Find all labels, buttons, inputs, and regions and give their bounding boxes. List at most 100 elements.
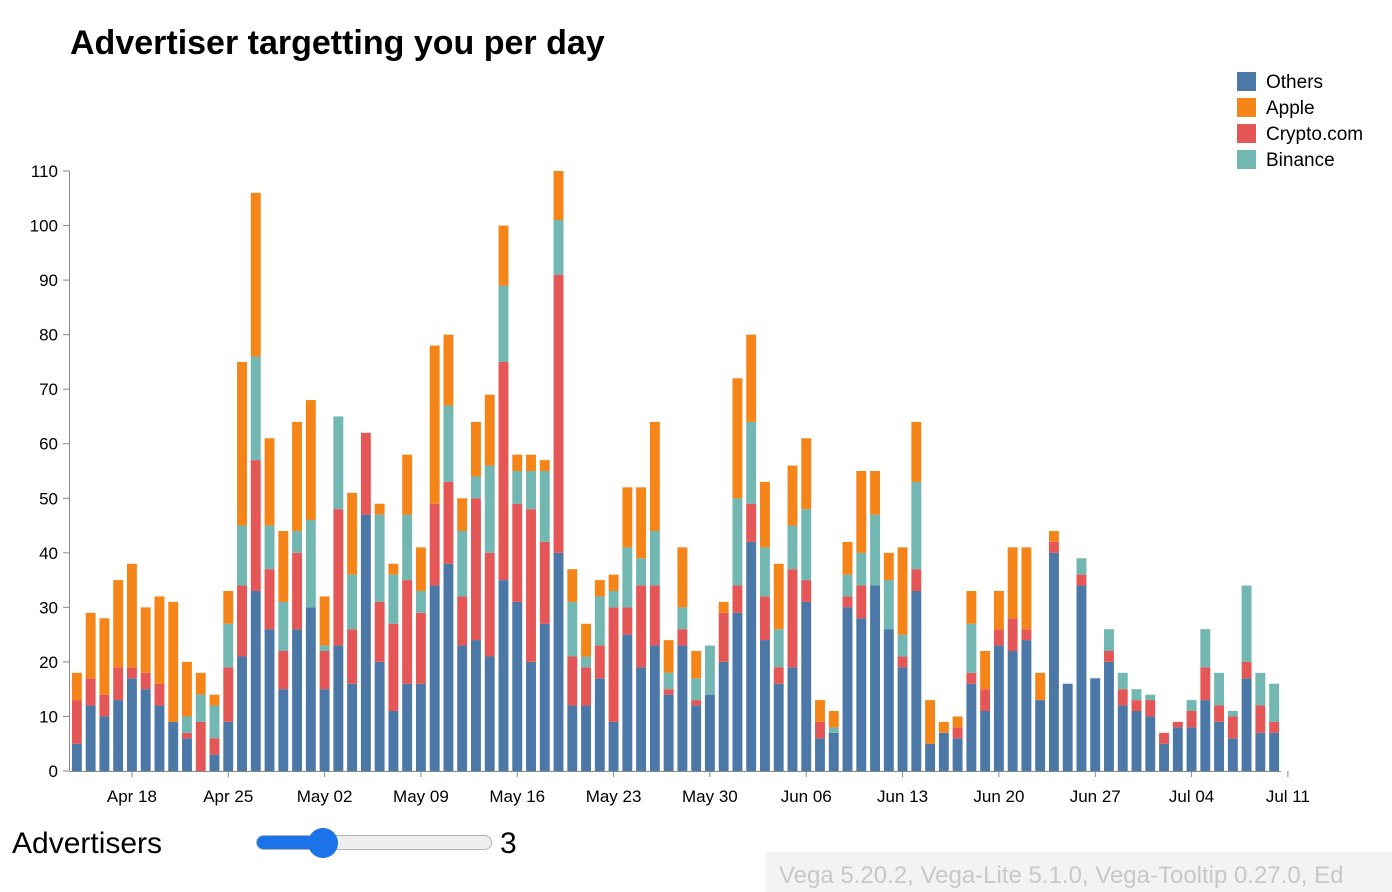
bar-segment	[691, 651, 702, 679]
bar-segment	[429, 345, 440, 504]
bar-segment	[938, 721, 949, 733]
bar-segment	[801, 580, 812, 602]
bar-segment	[663, 689, 674, 695]
advertisers-control: Advertisers 3	[12, 822, 517, 866]
bar-segment	[126, 678, 137, 771]
bar-segment	[883, 552, 894, 581]
bar-segment	[154, 596, 165, 684]
bar-segment	[746, 503, 757, 542]
bar-segment	[553, 274, 564, 553]
bar-segment	[1076, 558, 1087, 575]
bar-segment	[223, 721, 234, 771]
bar-segment	[237, 585, 247, 657]
bar-segment	[1269, 683, 1280, 722]
bar-segment	[567, 601, 578, 657]
bar-segment	[1117, 672, 1128, 690]
bar-segment	[402, 683, 413, 771]
bar-segment	[636, 667, 647, 771]
bar-segment	[305, 520, 316, 608]
version-text: Vega 5.20.2, Vega-Lite 5.1.0, Vega-Toolt…	[779, 862, 1344, 889]
bar-segment	[567, 705, 578, 771]
bar-segment	[237, 525, 247, 586]
slider-track[interactable]	[256, 835, 492, 850]
bar-segment	[1145, 716, 1156, 771]
bar-segment	[278, 689, 289, 771]
bar-segment	[1021, 629, 1032, 641]
bar-segment	[649, 421, 660, 531]
advertisers-value: 3	[500, 827, 517, 860]
bar-segment	[746, 334, 757, 422]
bar-segment	[1131, 689, 1142, 701]
bar-segment	[1200, 629, 1211, 668]
bar-segment	[787, 465, 798, 526]
bar-segment	[622, 607, 633, 635]
bar-segment	[402, 454, 413, 515]
bar-segment	[594, 596, 605, 646]
bar-segment	[1269, 732, 1280, 771]
bar-segment	[732, 378, 743, 499]
bar-segment	[1076, 585, 1087, 771]
bar-segment	[594, 580, 605, 597]
bar-segment	[897, 656, 908, 668]
bar-segment	[305, 607, 316, 771]
bar-segment	[966, 683, 977, 771]
bar-segment	[237, 656, 247, 771]
bar-segment	[952, 716, 963, 728]
bar-segment	[1090, 678, 1101, 771]
x-tick-label: Apr 25	[203, 787, 253, 806]
bar-segment	[952, 727, 963, 739]
bar-segment	[319, 596, 330, 646]
bar-segment	[484, 656, 495, 771]
bar-segment	[828, 727, 839, 733]
bar-segment	[842, 541, 853, 575]
x-tick-label: Jul 04	[1169, 787, 1214, 806]
bar-segment	[1145, 694, 1156, 701]
bar-segment	[897, 634, 908, 657]
bar-segment	[691, 678, 702, 701]
bar-segment	[883, 629, 894, 771]
bar-segment	[360, 514, 371, 771]
bar-segment	[512, 503, 523, 602]
bar-segment	[1227, 716, 1238, 739]
bar-segment	[677, 547, 688, 608]
bar-segment	[1048, 531, 1059, 542]
y-tick-label: 100	[30, 217, 58, 236]
bar-segment	[553, 171, 564, 221]
y-tick-label: 60	[39, 435, 58, 454]
bar-segment	[512, 471, 523, 504]
bar-segment	[567, 656, 578, 706]
bar-segment	[498, 285, 509, 362]
bar-segment	[856, 471, 867, 553]
bar-segment	[1200, 667, 1211, 701]
bar-segment	[801, 601, 812, 771]
bar-segment	[870, 585, 880, 771]
bar-segment	[622, 487, 633, 548]
bar-segment	[1131, 700, 1142, 711]
bar-segment	[168, 721, 179, 771]
bar-segment	[993, 629, 1004, 646]
x-tick-label: Jun 13	[877, 787, 928, 806]
x-axis: Apr 18 Apr 25 May 02 May 09 May 16 May 23 May …	[70, 771, 1310, 806]
bar-segment	[457, 596, 468, 646]
slider-thumb[interactable]	[307, 828, 338, 858]
y-tick-label: 50	[39, 489, 58, 508]
bar-segment	[815, 721, 825, 739]
bar-segment	[195, 721, 206, 771]
bar-segment	[443, 563, 454, 771]
bar-segment	[471, 476, 481, 499]
bar-segment	[732, 612, 743, 771]
bar-segment	[484, 552, 495, 657]
bar-segment	[856, 585, 867, 619]
bar-segment	[264, 438, 275, 526]
bar-segment	[718, 661, 729, 771]
y-tick-label: 80	[39, 326, 58, 345]
bar-segment	[484, 394, 495, 466]
bar-segment	[567, 569, 578, 602]
bar-segment	[526, 471, 536, 510]
y-tick-label: 30	[39, 598, 58, 617]
bar-segment	[1269, 721, 1280, 733]
bar-segment	[828, 711, 839, 728]
bar-segment	[99, 694, 110, 717]
bar-segment	[1021, 547, 1032, 630]
advertisers-slider[interactable]	[256, 824, 492, 864]
